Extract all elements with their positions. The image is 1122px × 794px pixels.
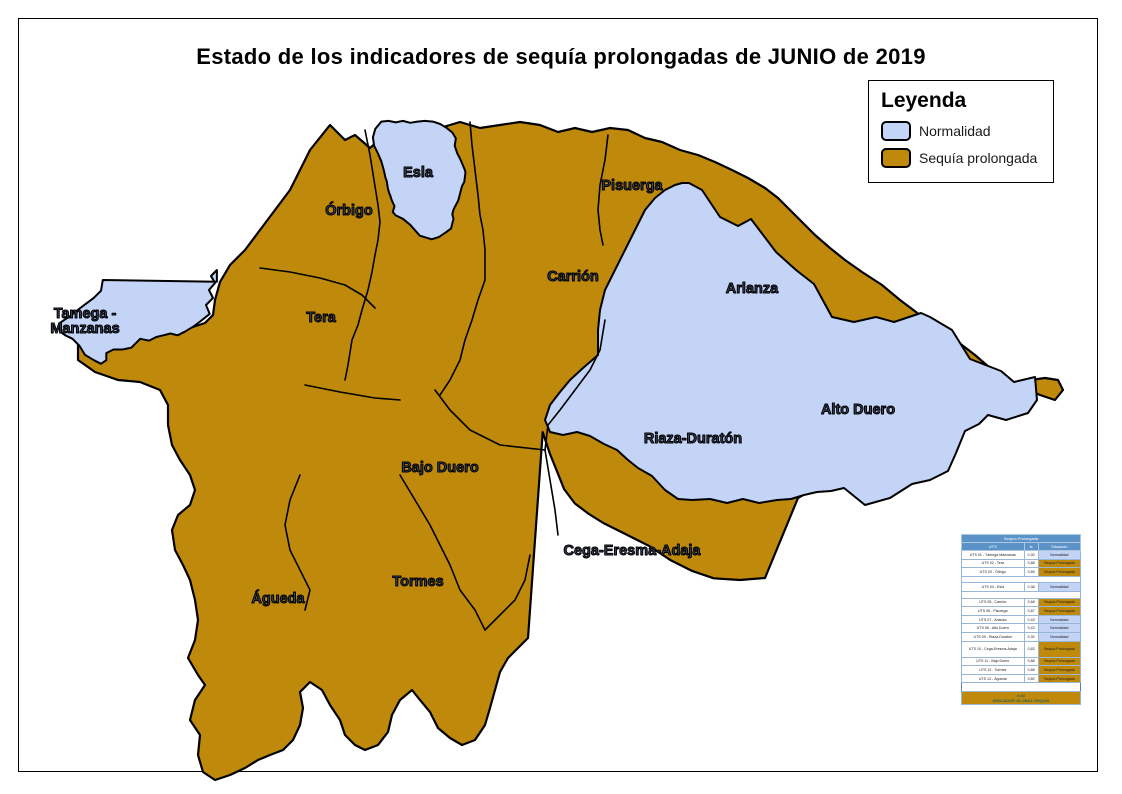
svg-text:Tera: Tera — [306, 310, 336, 326]
svg-text:Alto Duero: Alto Duero — [821, 402, 895, 418]
svg-text:Riaza-Duratón: Riaza-Duratón — [644, 431, 742, 447]
svg-text:Águeda: Águeda — [251, 590, 305, 607]
svg-text:Pisuerga: Pisuerga — [601, 178, 663, 194]
svg-text:Tamega -: Tamega - — [54, 306, 117, 322]
svg-text:Órbigo: Órbigo — [325, 201, 373, 219]
svg-text:Manzanas: Manzanas — [50, 321, 119, 337]
svg-text:Carrión: Carrión — [547, 269, 599, 285]
svg-text:Cega-Eresma-Adaja: Cega-Eresma-Adaja — [564, 543, 702, 559]
svg-text:Arlanza: Arlanza — [726, 281, 779, 297]
svg-text:Tormes: Tormes — [392, 574, 443, 590]
svg-text:Bajo Duero: Bajo Duero — [401, 460, 478, 476]
svg-text:Esla: Esla — [403, 165, 434, 181]
